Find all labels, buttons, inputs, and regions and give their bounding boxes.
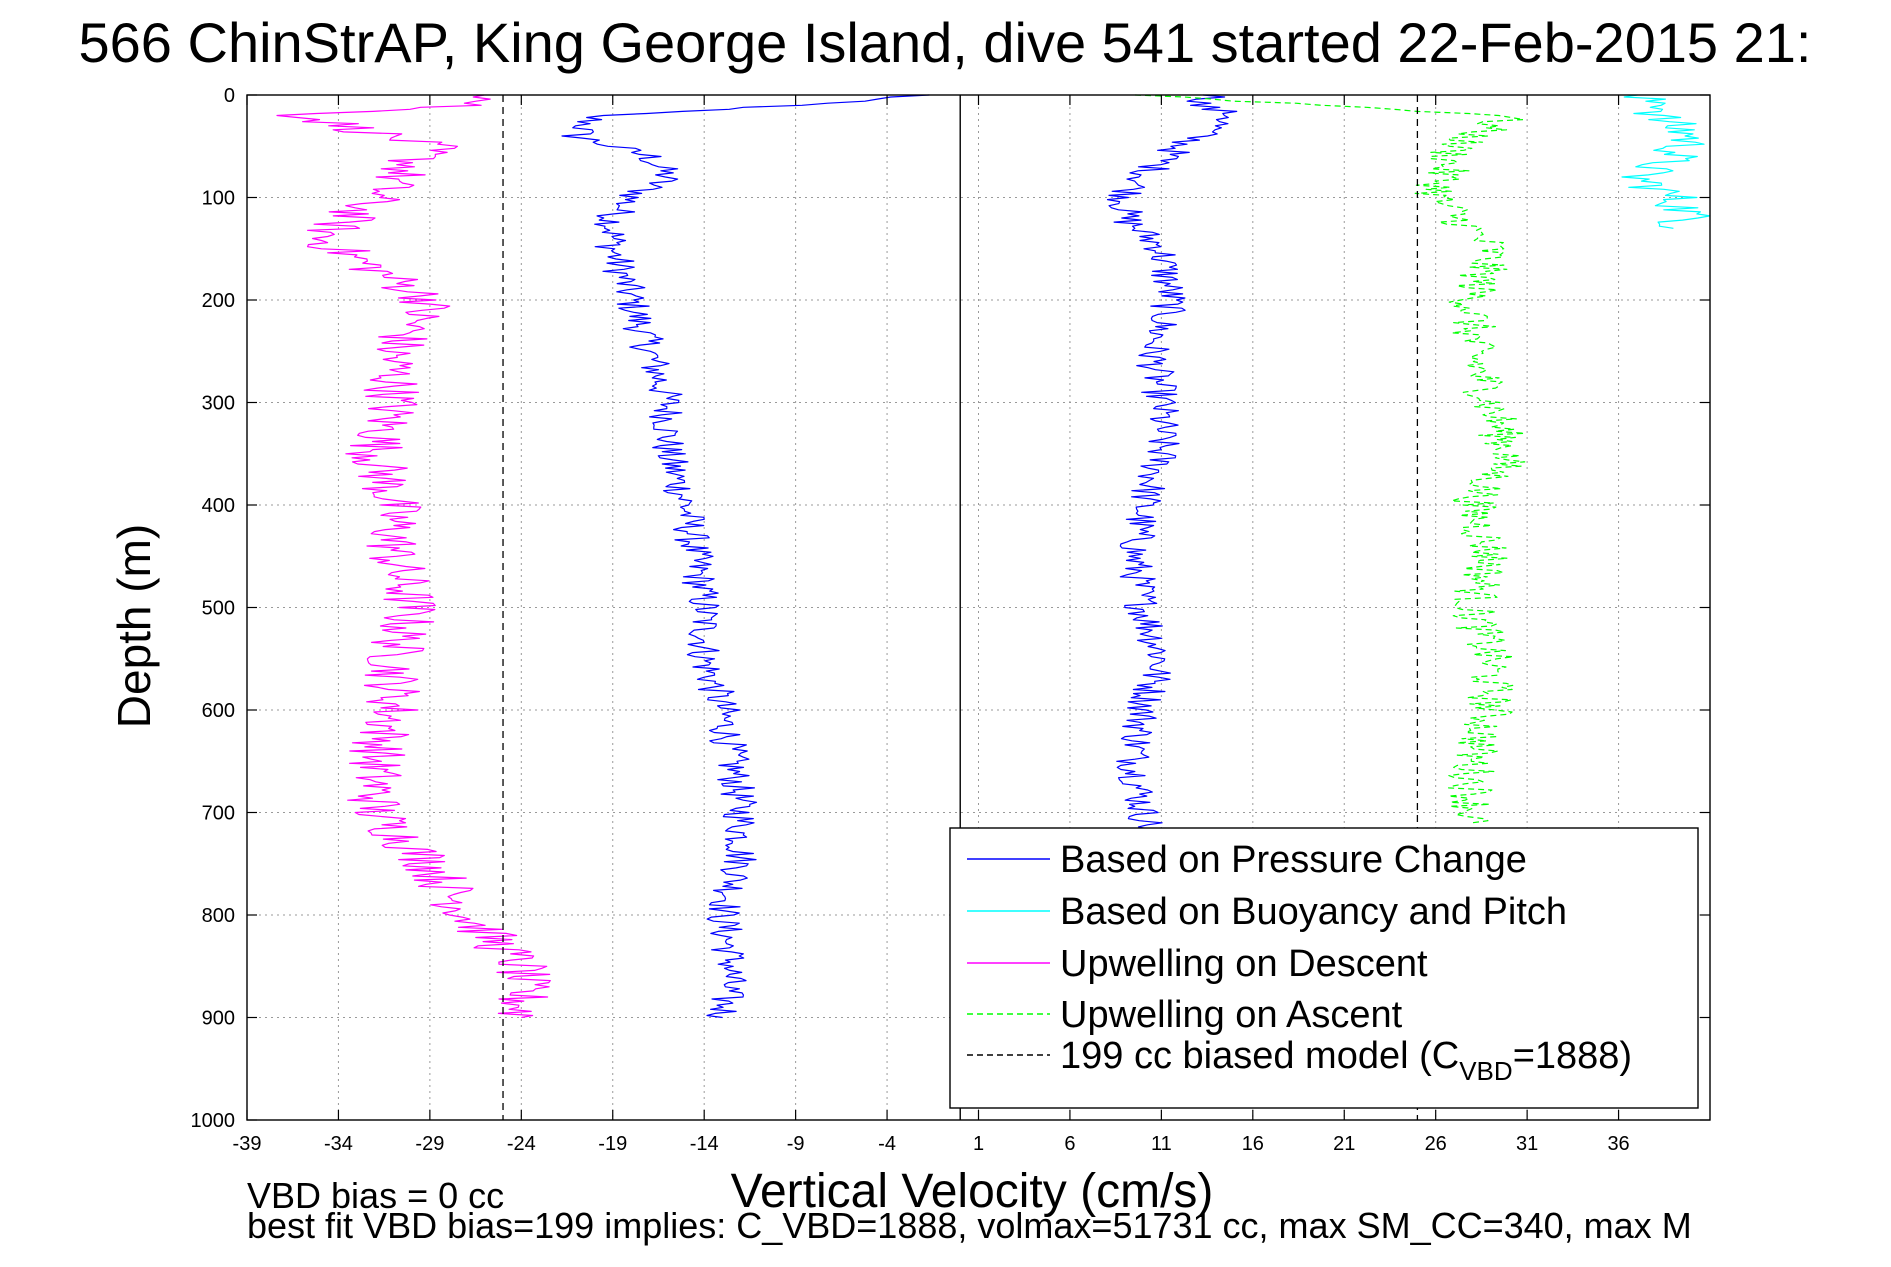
x-tick-label: -24: [507, 1133, 536, 1155]
x-tick-label: -39: [233, 1133, 262, 1155]
legend-label: 199 cc biased model (CVBD=1888): [1060, 1035, 1632, 1086]
x-tick-label: 31: [1516, 1133, 1538, 1155]
y-tick-label: 400: [202, 495, 235, 517]
x-tick-label: 21: [1333, 1133, 1355, 1155]
y-axis-label: Depth (m): [108, 524, 160, 728]
y-tick-label: 600: [202, 700, 235, 722]
legend-box: [949, 827, 1699, 1109]
y-tick-label: 100: [202, 188, 235, 210]
y-tick-label: 1000: [191, 1110, 236, 1132]
x-tick-label: 11: [1151, 1133, 1172, 1155]
x-tick-label: 16: [1242, 1133, 1264, 1155]
legend-label: Upwelling on Descent: [1060, 943, 1428, 985]
series-line-based-on-buoyancy-and-pitch: [1621, 94, 1711, 229]
series-line-upwelling-on-ascent: [1134, 94, 1526, 824]
best-fit-text: best fit VBD bias=199 implies: C_VBD=188…: [247, 1205, 1692, 1246]
chart-title: 566 ChinStrAP, King George Island, dive …: [79, 11, 1812, 74]
y-tick-label: 500: [202, 598, 235, 620]
x-tick-label: -14: [690, 1133, 719, 1155]
y-tick-label: 300: [202, 393, 235, 415]
x-tick-label: -9: [787, 1133, 805, 1155]
y-tick-label: 900: [202, 1008, 235, 1030]
legend-label-tail: =1888): [1513, 1035, 1632, 1077]
x-tick-label: -34: [324, 1133, 353, 1155]
x-tick-label: 6: [1064, 1133, 1075, 1155]
x-axis-label: Vertical Velocity (cm/s): [731, 1165, 1214, 1218]
legend-label: Based on Buoyancy and Pitch: [1060, 891, 1567, 933]
x-tick-label: 1: [973, 1133, 984, 1155]
legend-label: Upwelling on Ascent: [1060, 994, 1403, 1036]
y-tick-label: 0: [224, 85, 235, 107]
legend-label-main: 199 cc biased model (C: [1060, 1035, 1459, 1077]
y-tick-label: 200: [202, 290, 235, 312]
legend-label-subscript: VBD: [1459, 1056, 1512, 1086]
y-tick-label: 700: [202, 803, 235, 825]
x-tick-label: 26: [1425, 1133, 1447, 1155]
x-tick-label: -4: [878, 1133, 896, 1155]
x-tick-label: -19: [598, 1133, 627, 1155]
series-line-based-on-pressure-change-ascent: [1106, 94, 1238, 834]
y-tick-label: 800: [202, 905, 235, 927]
axes-layer: -39 -34 -29 -24 -19 -14 -9 -4 1 6 11 16 21 26 31 360100…: [191, 85, 1711, 1155]
legend-label: Based on Pressure Change: [1060, 839, 1527, 881]
vbd-bias-text: VBD bias = 0 cc: [247, 1175, 504, 1216]
x-tick-label: 36: [1607, 1133, 1629, 1155]
series-line-upwelling-on-descent: [276, 94, 551, 1019]
legend: Based on Pressure Change Based on Buoyanc…: [949, 827, 1699, 1109]
series-line-based-on-pressure-change-descent: [561, 94, 930, 1019]
x-tick-label: -29: [415, 1133, 444, 1155]
